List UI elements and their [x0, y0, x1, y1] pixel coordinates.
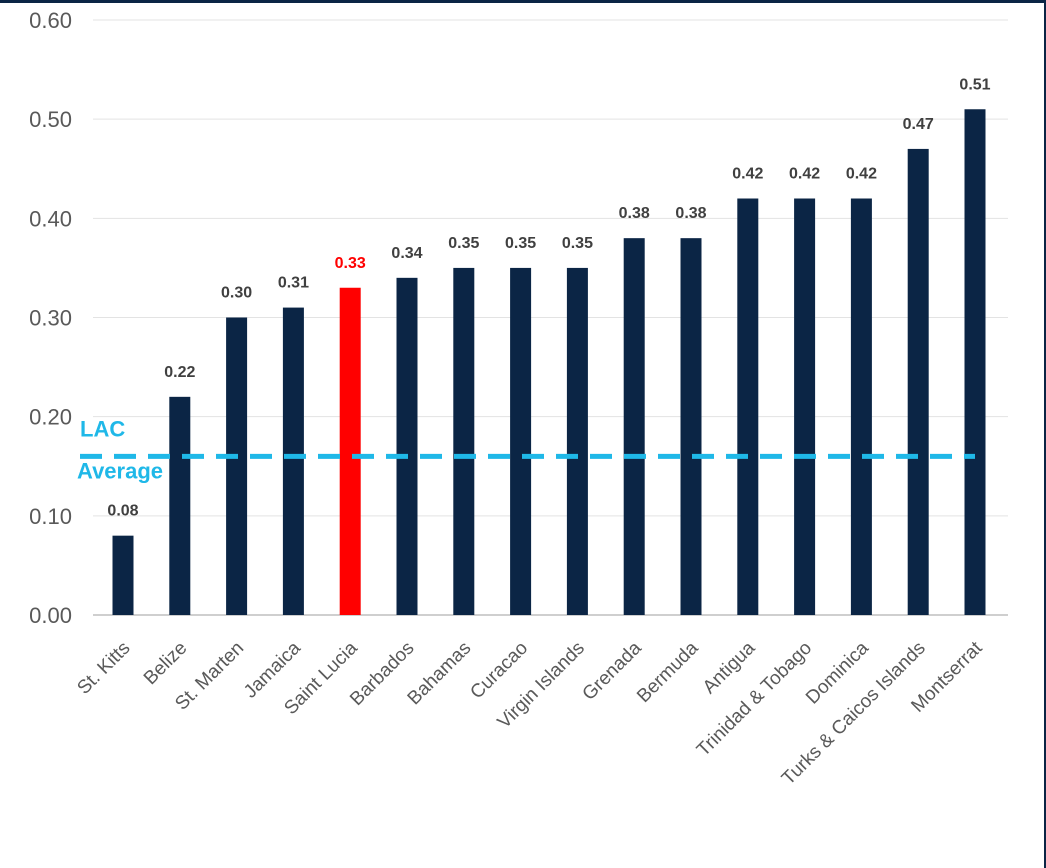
bar — [510, 267, 532, 615]
data-label: 0.34 — [391, 245, 422, 262]
bar — [680, 238, 702, 615]
data-labels: 0.08 0.22 0.30 0.31 0.33 0.34 0.35 0.35 0.35 0.38… — [107, 76, 990, 519]
bar — [112, 535, 134, 615]
y-tick-label: 0.50 — [29, 107, 72, 132]
y-tick-label: 0.40 — [29, 206, 72, 231]
lac-average-label-line2: Average — [77, 458, 163, 483]
data-label: 0.30 — [221, 285, 252, 302]
x-tick-label: Bahamas — [404, 638, 476, 710]
bars — [112, 109, 986, 615]
data-label: 0.31 — [278, 275, 309, 292]
y-tick-label: 0.30 — [29, 306, 72, 331]
lac-average-reference: LAC Average — [77, 416, 975, 483]
data-label: 0.08 — [107, 503, 138, 520]
bar — [850, 198, 872, 615]
data-label: 0.38 — [675, 205, 706, 222]
data-label: 0.38 — [619, 205, 650, 222]
bar — [794, 198, 816, 615]
data-label: 0.51 — [959, 76, 990, 93]
y-axis: 0.00 0.10 0.20 0.30 0.40 0.50 0.60 — [29, 8, 72, 628]
bar — [907, 148, 929, 615]
y-tick-label: 0.20 — [29, 405, 72, 430]
bar — [396, 277, 418, 615]
bar-highlight — [339, 287, 361, 615]
bar — [226, 317, 248, 615]
lac-average-label-line1: LAC — [80, 416, 125, 441]
x-tick-label: Bermuda — [633, 637, 703, 707]
data-label: 0.35 — [505, 235, 536, 252]
bar — [282, 307, 304, 615]
y-tick-label: 0.10 — [29, 504, 72, 529]
data-label: 0.35 — [448, 235, 479, 252]
data-label: 0.42 — [789, 166, 820, 183]
data-label: 0.33 — [335, 255, 366, 272]
bar — [453, 267, 475, 615]
y-tick-label: 0.60 — [29, 8, 72, 33]
bar — [566, 267, 588, 615]
data-label: 0.22 — [164, 364, 195, 381]
x-tick-label: St. Kitts — [73, 638, 134, 699]
data-label: 0.42 — [846, 166, 877, 183]
x-tick-label: Belize — [140, 638, 191, 689]
bar — [169, 396, 191, 615]
bar — [623, 238, 645, 615]
y-tick-label: 0.00 — [29, 603, 72, 628]
data-label: 0.42 — [732, 166, 763, 183]
top-border — [0, 0, 1046, 3]
bar — [737, 198, 759, 615]
right-border — [1044, 0, 1046, 868]
data-label: 0.47 — [903, 116, 934, 133]
bar — [964, 109, 986, 615]
data-label: 0.35 — [562, 235, 593, 252]
